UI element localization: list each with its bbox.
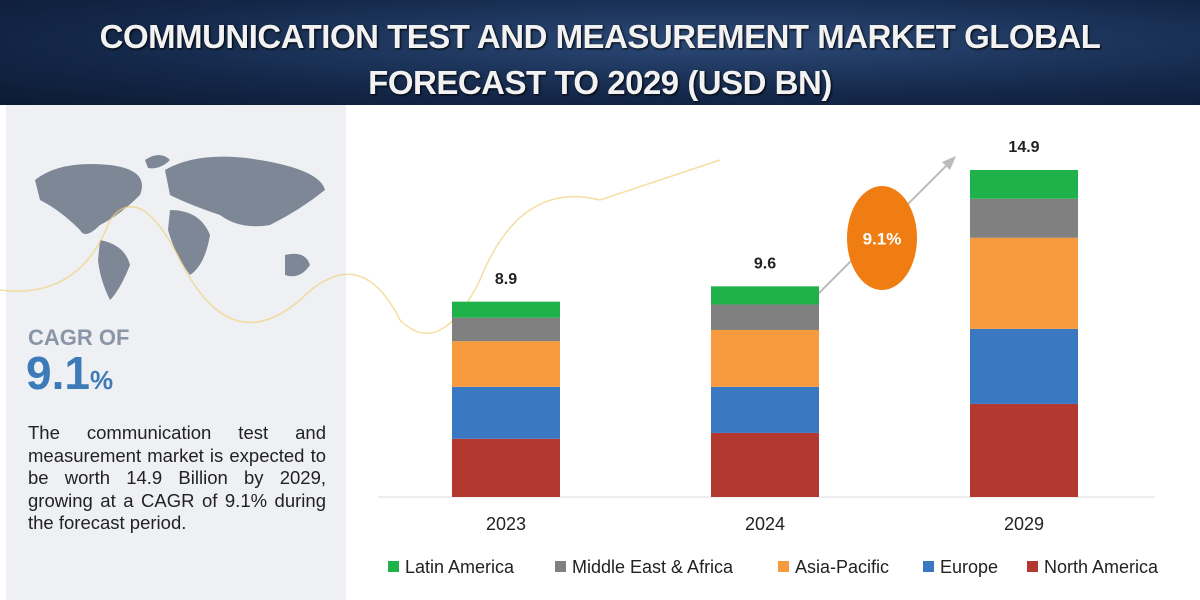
bar-segment bbox=[711, 304, 819, 330]
x-tick-label: 2024 bbox=[745, 514, 785, 534]
bar-segment bbox=[711, 386, 819, 433]
legend-label: Asia-Pacific bbox=[795, 557, 889, 577]
total-label: 14.9 bbox=[1008, 139, 1039, 156]
bar-segment bbox=[970, 198, 1078, 238]
bar-segment bbox=[711, 329, 819, 387]
bar-segment bbox=[452, 301, 560, 318]
title: COMMUNICATION TEST AND MEASUREMENT MARKE… bbox=[0, 14, 1200, 106]
legend-label: Middle East & Africa bbox=[572, 557, 734, 577]
cagr-arrowhead bbox=[942, 156, 956, 170]
world-map bbox=[35, 155, 325, 300]
bar-segment bbox=[970, 328, 1078, 404]
cagr-bubble bbox=[847, 186, 917, 290]
cagr: 9.1% bbox=[26, 346, 113, 400]
bar-segment bbox=[711, 286, 819, 305]
legend-swatch bbox=[1027, 561, 1038, 572]
legend-label: Latin America bbox=[405, 557, 515, 577]
bar-segment bbox=[970, 237, 1078, 329]
cagr-unit: % bbox=[89, 365, 114, 395]
decor-curve bbox=[0, 159, 721, 335]
description: The communication test and measurement m… bbox=[28, 422, 326, 533]
bar-segment bbox=[970, 403, 1078, 497]
title-line: FORECAST TO 2029 (USD BN) bbox=[368, 64, 832, 101]
legend-label: North America bbox=[1044, 557, 1159, 577]
cagr-bubble-label: 9.1% bbox=[863, 229, 902, 248]
legend-swatch bbox=[923, 561, 934, 572]
legend-label: Europe bbox=[940, 557, 998, 577]
bar-segment bbox=[452, 386, 560, 439]
legend-swatch bbox=[388, 561, 399, 572]
total-label: 9.6 bbox=[754, 256, 776, 273]
title-line: COMMUNICATION TEST AND MEASUREMENT MARKE… bbox=[99, 18, 1101, 55]
x-tick-label: 2023 bbox=[486, 514, 526, 534]
bar-segment bbox=[452, 438, 560, 497]
total-label: 8.9 bbox=[495, 271, 517, 288]
x-tick-label: 2029 bbox=[1004, 514, 1044, 534]
header: COMMUNICATION TEST AND MEASUREMENT MARKE… bbox=[0, 0, 1200, 105]
bar-segment bbox=[970, 170, 1078, 199]
legend-swatch bbox=[778, 561, 789, 572]
legend-swatch bbox=[555, 561, 566, 572]
bar-segment bbox=[452, 341, 560, 387]
bar-segment bbox=[452, 317, 560, 342]
bar-segment bbox=[711, 432, 819, 497]
cagr-label: CAGR OF bbox=[28, 325, 130, 350]
cagr-value: 9.1 bbox=[26, 347, 90, 399]
